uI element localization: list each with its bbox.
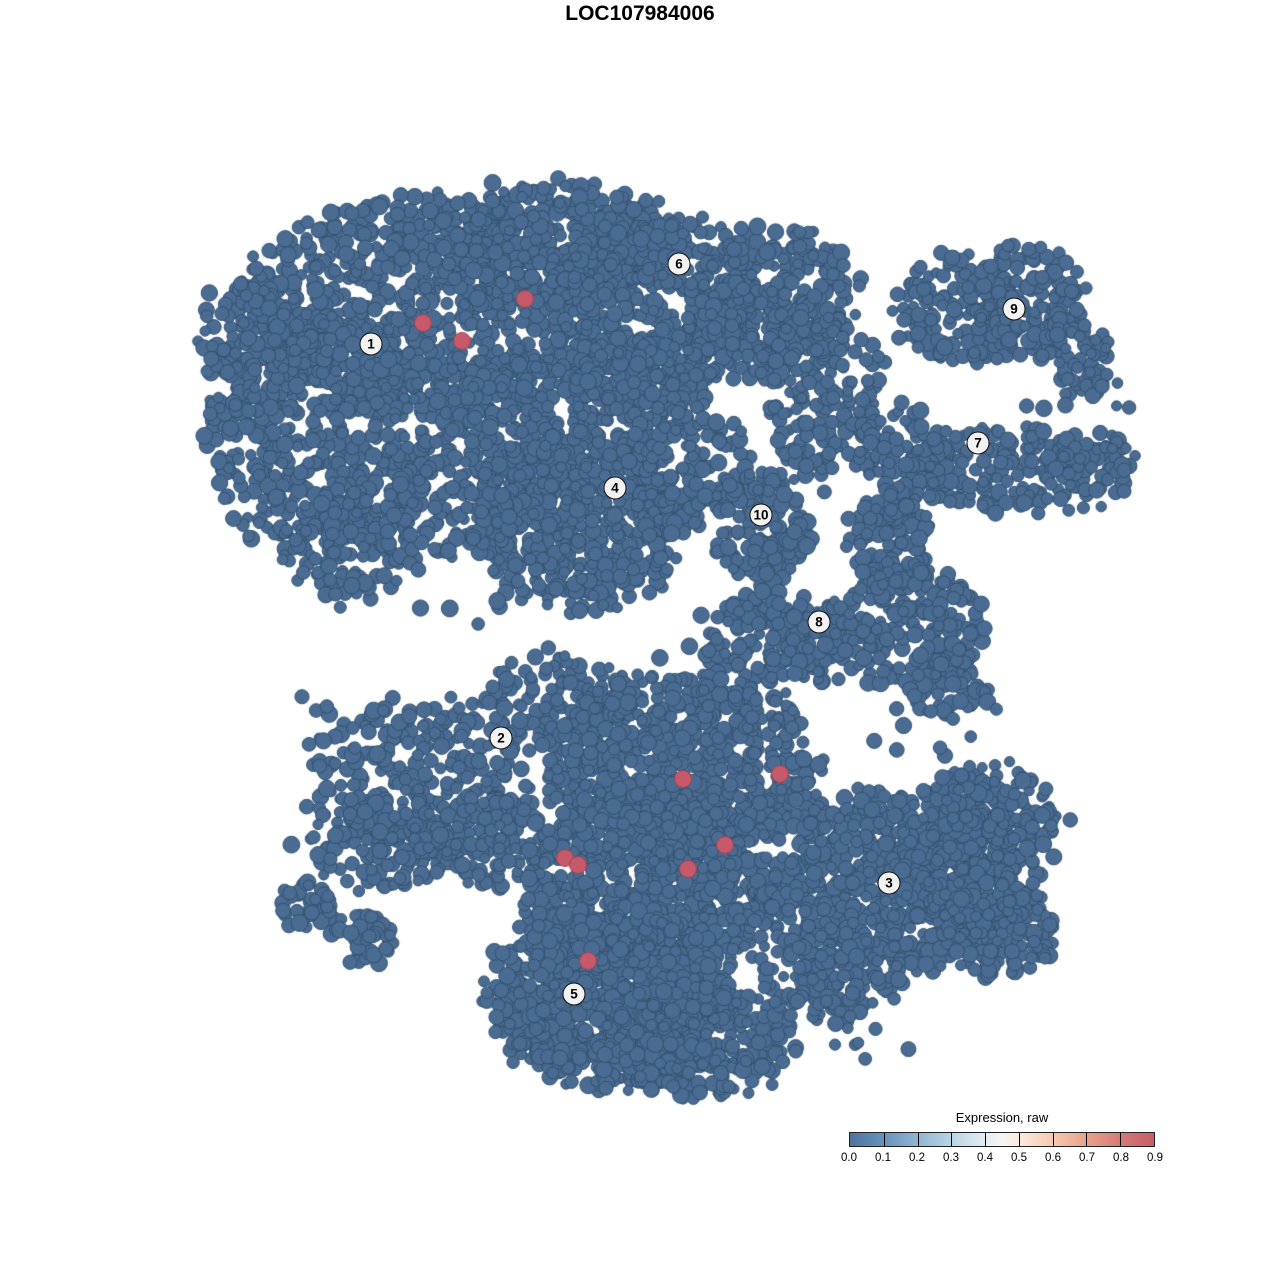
page-title: LOC107984006 [565, 2, 715, 25]
cluster-label-6: 6 [667, 252, 691, 276]
legend-tick-line [1018, 1133, 1020, 1146]
legend-title: Expression, raw [955, 1110, 1049, 1125]
expression-legend: Expression, raw 0.0 0.1 0.2 0.3 0.4 0.5 0.6 0.7… [841, 1110, 1163, 1172]
cluster-label-9: 9 [1002, 297, 1026, 321]
cluster-label-1: 1 [359, 332, 383, 356]
cluster-label-8: 8 [807, 610, 831, 634]
legend-tick-label: 0.3 [943, 1152, 959, 1164]
legend-tick-label: 0.8 [1113, 1152, 1129, 1164]
legend-tick-label: 0.2 [909, 1152, 925, 1164]
legend-tick-line [917, 1133, 919, 1146]
legend-tick-line [1086, 1133, 1088, 1146]
legend-tick-label: 0.4 [977, 1152, 993, 1164]
legend-tick-line [951, 1133, 953, 1146]
legend-tick-label: 0.7 [1079, 1152, 1095, 1164]
legend-tick-label: 0.9 [1147, 1152, 1163, 1164]
cluster-label-3: 3 [877, 871, 901, 895]
legend-colorbar [849, 1132, 1155, 1147]
legend-tick-label: 0.1 [875, 1152, 891, 1164]
legend-tick-label: 0.6 [1045, 1152, 1061, 1164]
legend-tick-line [985, 1133, 987, 1146]
legend-tick-label: 0.5 [1011, 1152, 1027, 1164]
cluster-label-10: 10 [749, 503, 773, 527]
legend-tick-line [1120, 1133, 1122, 1146]
legend-tick-label: 0.0 [841, 1152, 857, 1164]
cluster-label-4: 4 [603, 476, 627, 500]
cluster-label-2: 2 [489, 726, 513, 750]
legend-tick-line [883, 1133, 885, 1146]
legend-tick-line [1052, 1133, 1054, 1146]
cluster-label-5: 5 [562, 982, 586, 1006]
cluster-label-7: 7 [966, 431, 990, 455]
